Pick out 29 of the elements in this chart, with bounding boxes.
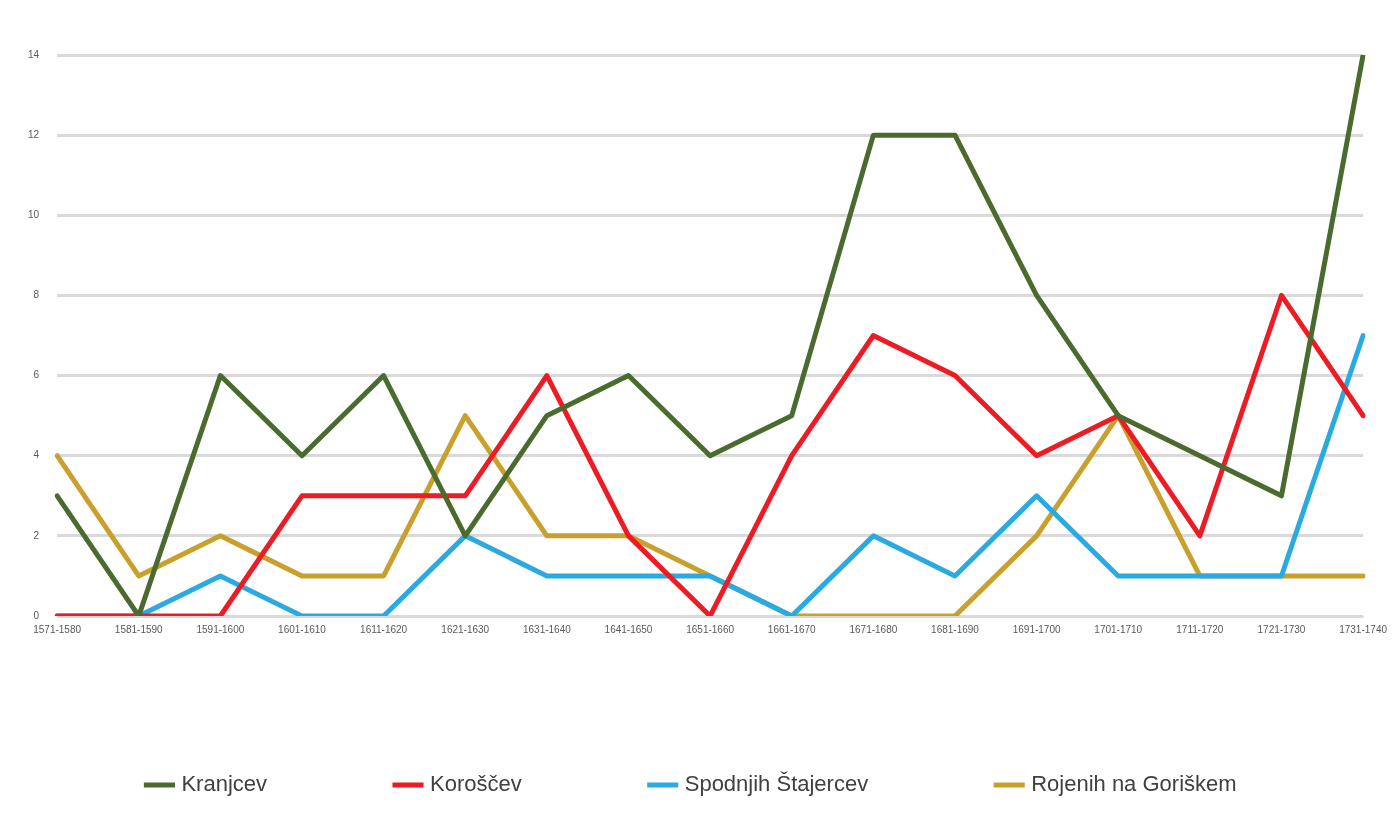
x-tick-label: 1721-1730	[1257, 623, 1306, 635]
legend-label: Koroščev	[430, 771, 522, 797]
legend-label: Spodnjih Štajercev	[684, 771, 869, 797]
x-tick-label: 1681-1690	[931, 623, 980, 635]
x-tick-label: 1601-1610	[278, 623, 327, 635]
y-tick-label: 0	[33, 609, 40, 621]
legend-label: Kranjcev	[181, 771, 268, 797]
x-tick-label: 1621-1630	[441, 623, 490, 635]
x-tick-label: 1701-1710	[1094, 623, 1143, 635]
x-tick-label: 1661-1670	[767, 623, 817, 635]
x-tick-label: 1711-1720	[1176, 623, 1224, 635]
x-tick-label: 1571-1580	[33, 623, 82, 635]
x-tick-label: 1591-1600	[196, 623, 245, 635]
x-tick-label: 1651-1660	[686, 623, 735, 635]
x-tick-label: 1581-1590	[114, 623, 164, 635]
x-tick-label: 1731-1740	[1339, 623, 1388, 635]
y-tick-label: 6	[33, 369, 40, 381]
x-tick-label: 1671-1680	[849, 623, 898, 635]
y-tick-label: 8	[33, 289, 40, 301]
x-tick-label: 1631-1640	[522, 623, 572, 635]
y-tick-label: 4	[33, 449, 40, 461]
y-tick-label: 12	[28, 128, 40, 140]
x-tick-label: 1641-1650	[604, 623, 653, 635]
y-tick-label: 10	[28, 209, 40, 221]
x-tick-label: 1611-1620	[360, 623, 408, 635]
legend-label: Rojenih na Goriškem	[1031, 771, 1237, 797]
y-tick-label: 14	[28, 48, 40, 60]
x-tick-label: 1691-1700	[1012, 623, 1061, 635]
y-tick-label: 2	[33, 529, 40, 541]
